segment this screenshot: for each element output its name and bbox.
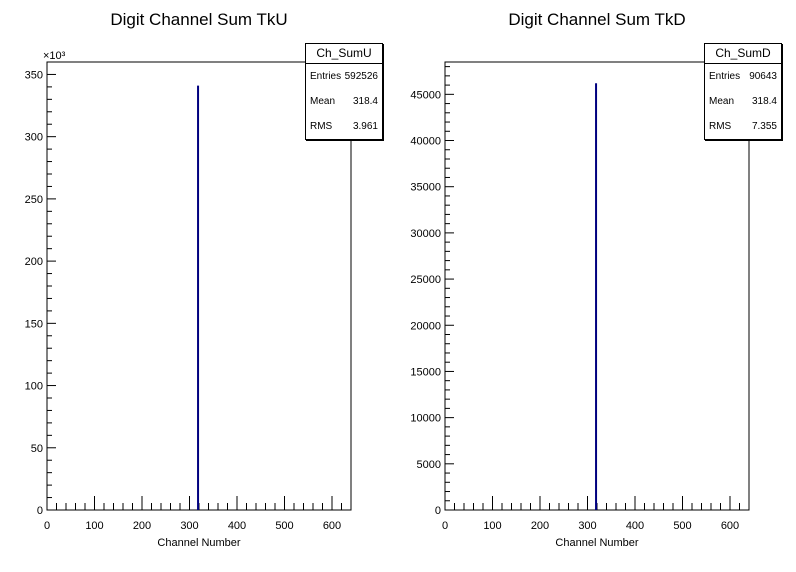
stats-box: Ch_SumU Entries 592526 Mean 318.4 RMS 3.…: [305, 43, 383, 140]
y-tick-label: 0: [435, 505, 441, 517]
stats-histogram-name: Ch_SumD: [705, 44, 781, 64]
stats-box: Ch_SumD Entries 90643 Mean 318.4 RMS 7.3…: [704, 43, 782, 140]
histogram-plot: 0500010000150002000025000300003500040000…: [410, 61, 750, 549]
stats-rms-label: RMS: [709, 121, 732, 132]
x-tick-label: 0: [44, 520, 50, 532]
y-tick-label: 10000: [410, 413, 441, 425]
stats-row-mean: Mean 318.4: [306, 89, 382, 114]
y-tick-label: 20000: [410, 320, 441, 332]
y-tick-label: 0: [37, 505, 43, 517]
x-axis-title: Channel Number: [157, 537, 240, 549]
y-tick-label: 100: [25, 381, 43, 393]
x-tick-label: 200: [531, 520, 549, 532]
chart-title: Digit Channel Sum TkU: [110, 10, 288, 29]
stats-mean-value: 318.4: [751, 96, 777, 107]
stats-row-rms: RMS 7.355: [705, 114, 781, 139]
y-tick-label: 350: [25, 69, 43, 81]
stats-entries-label: Entries: [310, 71, 342, 82]
x-tick-label: 100: [85, 520, 103, 532]
y-tick-label: 45000: [410, 89, 441, 101]
y-axis-exponent: ×10³: [43, 50, 66, 62]
stats-entries-label: Entries: [709, 71, 741, 82]
stats-mean-label: Mean: [709, 96, 735, 107]
histogram-pad-left: Digit Channel Sum TkU 0 50 100 150 200 250 300…: [25, 10, 383, 549]
y-tick-label: 5000: [417, 459, 441, 471]
stats-rms-value: 3.961: [352, 121, 378, 132]
stats-histogram-name: Ch_SumU: [306, 44, 382, 64]
stats-mean-value: 318.4: [352, 96, 378, 107]
stats-entries-value: 592526: [344, 71, 378, 82]
x-tick-label: 600: [721, 520, 739, 532]
stats-row-mean: Mean 318.4: [705, 89, 781, 114]
stats-rms-label: RMS: [310, 121, 333, 132]
x-tick-label: 200: [133, 520, 151, 532]
x-tick-label: 500: [673, 520, 691, 532]
y-tick-label: 300: [25, 132, 43, 144]
y-tick-label: 40000: [410, 136, 441, 148]
histogram-pad-right: Digit Channel Sum TkD 0 5000 10000 15000 200…: [398, 0, 796, 572]
x-tick-label: 500: [275, 520, 293, 532]
stats-mean-label: Mean: [310, 96, 336, 107]
y-tick-label: 150: [25, 318, 43, 330]
chart-title: Digit Channel Sum TkD: [508, 10, 686, 29]
y-tick-label: 35000: [410, 182, 441, 194]
y-tick-label: 50: [31, 443, 43, 455]
x-tick-label: 0: [442, 520, 448, 532]
stats-rms-value: 7.355: [751, 121, 777, 132]
y-tick-label: 200: [25, 256, 43, 268]
x-axis-title: Channel Number: [555, 537, 638, 549]
x-tick-label: 600: [323, 520, 341, 532]
stats-entries-value: 90643: [749, 71, 777, 82]
x-tick-label: 400: [228, 520, 246, 532]
x-tick-label: 300: [180, 520, 198, 532]
x-tick-label: 100: [483, 520, 501, 532]
x-tick-label: 400: [626, 520, 644, 532]
stats-row-entries: Entries 90643: [705, 64, 781, 89]
stats-row-entries: Entries 592526: [306, 64, 382, 89]
y-tick-label: 25000: [410, 274, 441, 286]
x-tick-label: 300: [578, 520, 596, 532]
y-tick-label: 250: [25, 194, 43, 206]
histogram-plot: 0 50 100 150 200 250 300 350 0 100 200 300 400 500 600…: [25, 50, 352, 549]
y-tick-label: 30000: [410, 228, 441, 240]
stats-row-rms: RMS 3.961: [306, 114, 382, 139]
y-tick-label: 15000: [410, 366, 441, 378]
